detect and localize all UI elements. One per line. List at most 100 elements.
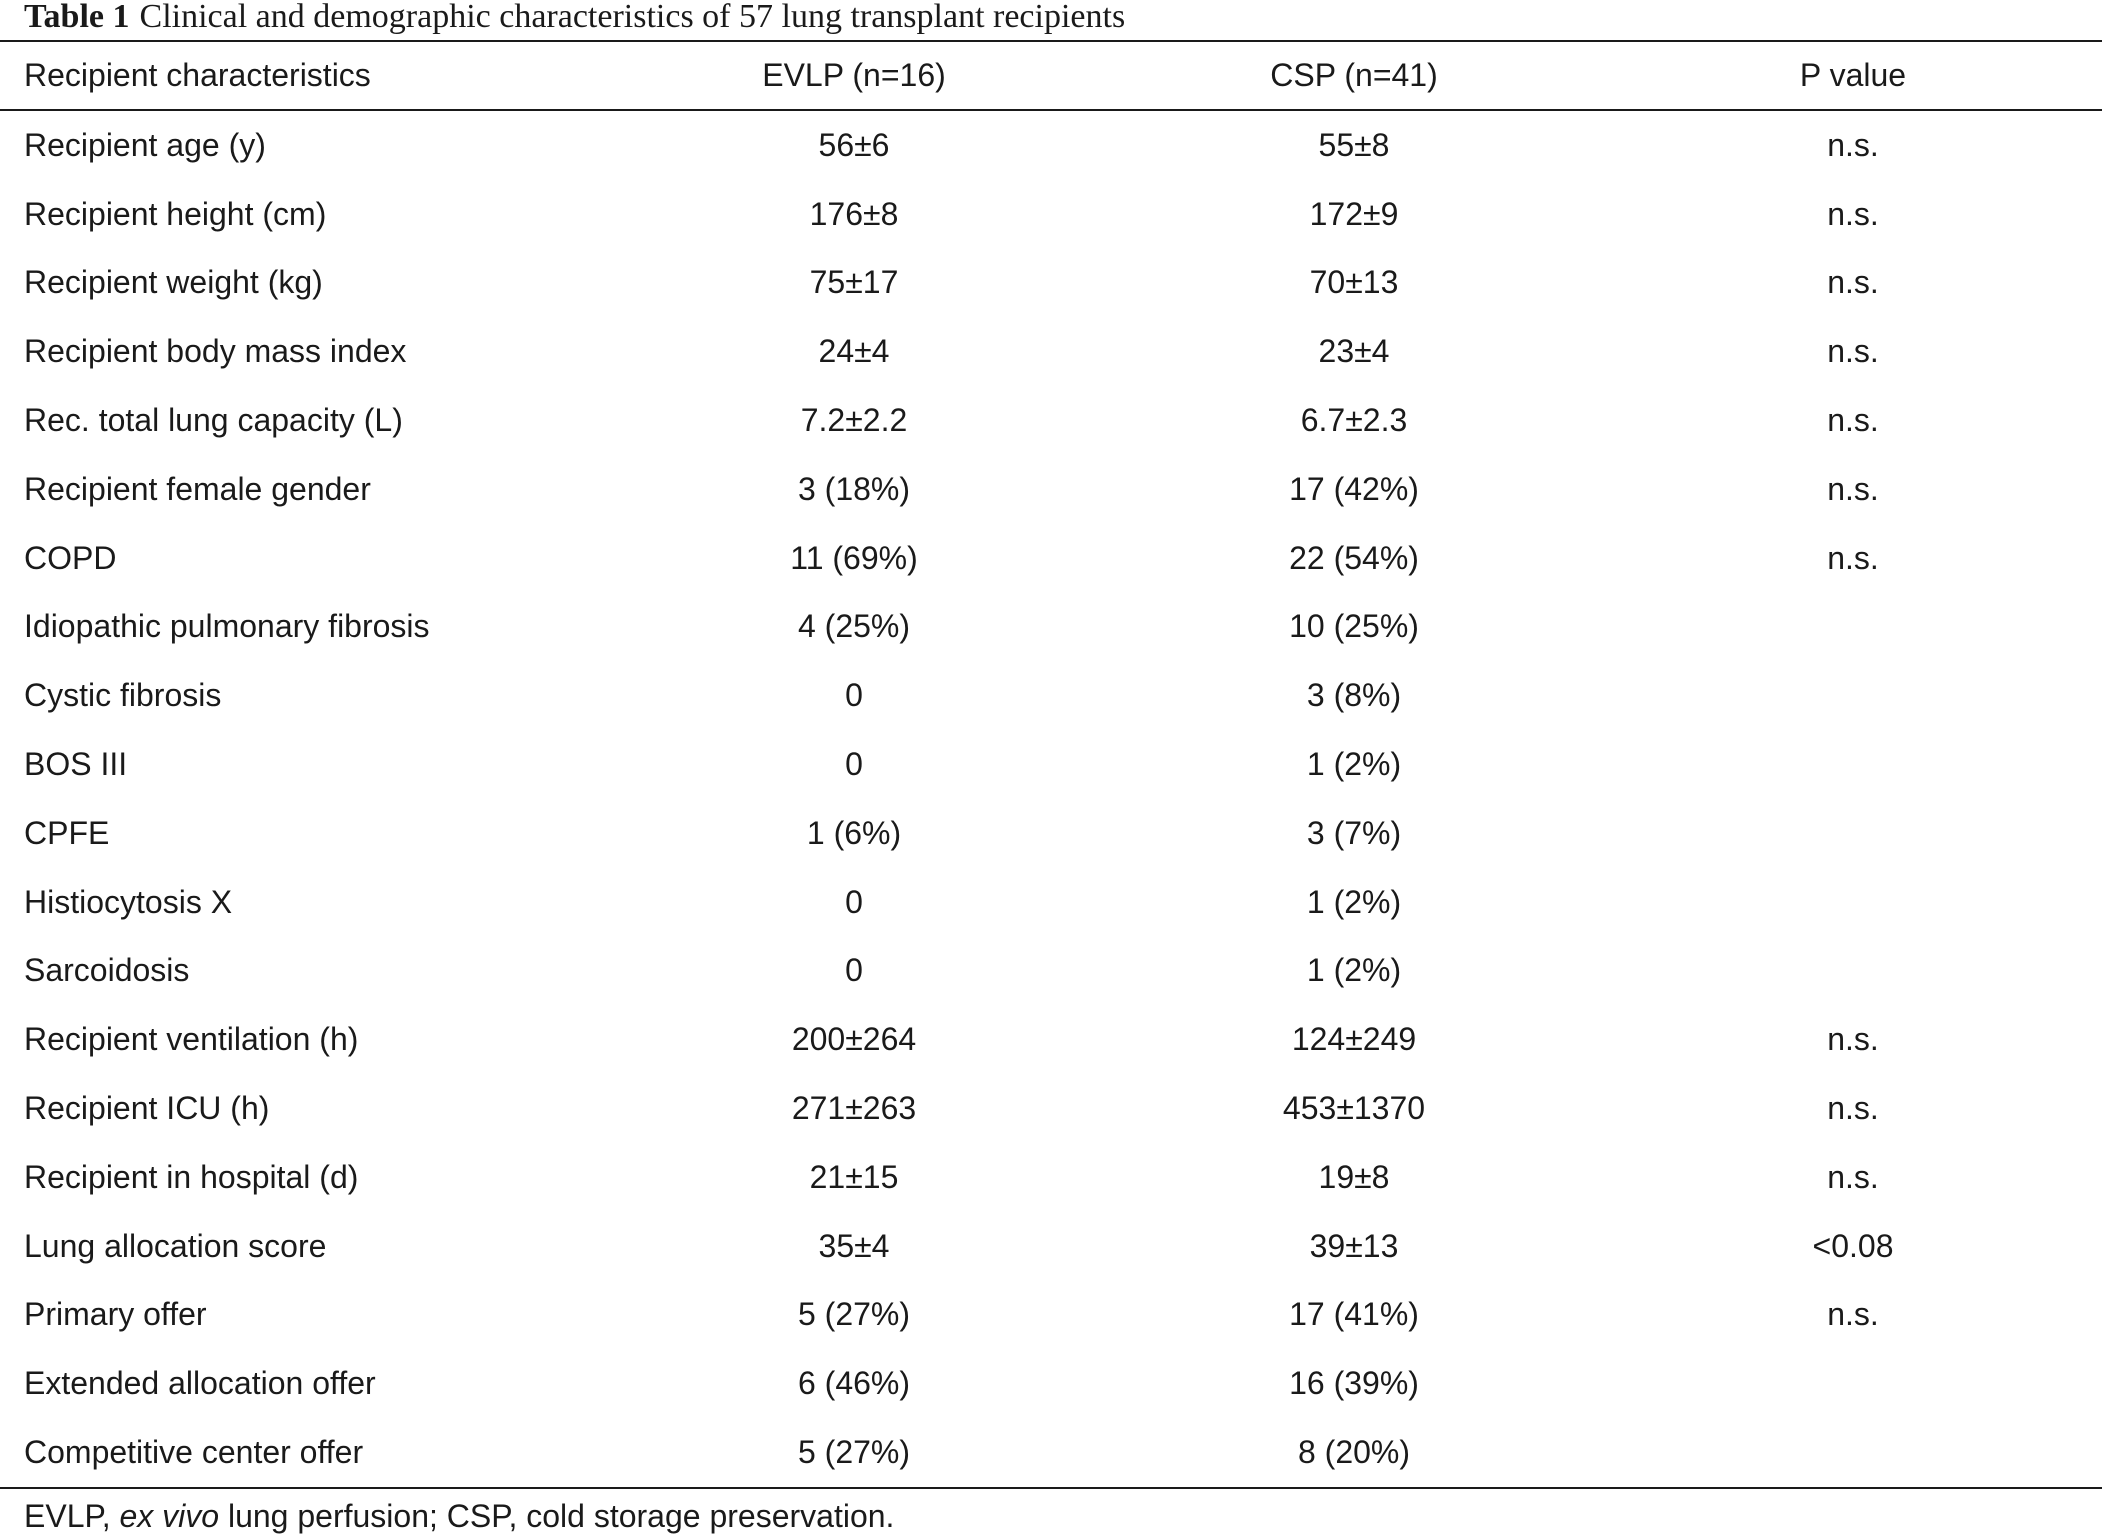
- cell-csp: 39±13: [1309, 1227, 1399, 1264]
- cell-characteristic: Competitive center offer: [24, 1434, 364, 1471]
- table-row: Rec. total lung capacity (L) 7.2±2.2 6.7±2…: [0, 386, 2102, 455]
- table-row: Idiopathic pulmonary fibrosis 4 (25%) 10 (…: [0, 593, 2102, 662]
- cell-csp: 3 (8%): [1306, 677, 1402, 714]
- table-row: CPFE 1 (6%) 3 (7%): [0, 799, 2102, 868]
- cell-csp: 1 (2%): [1306, 952, 1402, 989]
- cell-evlp: 21±15: [809, 1158, 899, 1195]
- table-row: Recipient age (y) 56±6 55±8 n.s.: [0, 111, 2102, 180]
- cell-evlp: 200±264: [791, 1021, 917, 1058]
- table-row: Extended allocation offer 6 (46%) 16 (39%): [0, 1349, 2102, 1418]
- table-row: Cystic fibrosis 0 3 (8%): [0, 661, 2102, 730]
- cell-evlp: 4 (25%): [797, 608, 911, 645]
- cell-csp: 3 (7%): [1306, 814, 1402, 851]
- cell-evlp: 0: [845, 677, 863, 714]
- cell-csp: 172±9: [1309, 195, 1399, 232]
- cell-characteristic: Recipient weight (kg): [24, 264, 323, 301]
- cell-csp: 1 (2%): [1306, 746, 1402, 783]
- cell-characteristic: Recipient ICU (h): [24, 1090, 270, 1127]
- cell-csp: 453±1370: [1282, 1090, 1426, 1127]
- cell-characteristic: BOS III: [24, 746, 128, 783]
- cell-characteristic: Sarcoidosis: [24, 952, 190, 989]
- cell-csp: 124±249: [1291, 1021, 1417, 1058]
- header-recipient-characteristics: Recipient characteristics: [24, 57, 371, 93]
- cell-p-value: [1604, 1418, 2102, 1487]
- cell-csp: 1 (2%): [1306, 883, 1402, 920]
- table-row: Histiocytosis X 0 1 (2%): [0, 868, 2102, 937]
- cell-evlp: 3 (18%): [797, 470, 911, 507]
- cell-csp: 70±13: [1309, 264, 1399, 301]
- cell-evlp: 271±263: [791, 1090, 917, 1127]
- cell-csp: 23±4: [1318, 333, 1390, 370]
- cell-csp: 19±8: [1318, 1158, 1390, 1195]
- cell-p-value: n.s.: [1827, 333, 1879, 370]
- cell-csp: 55±8: [1318, 126, 1390, 163]
- cell-characteristic: Recipient in hospital (d): [24, 1158, 359, 1195]
- cell-p-value: [1604, 730, 2102, 799]
- cell-p-value: [1604, 868, 2102, 937]
- cell-characteristic: Histiocytosis X: [24, 883, 233, 920]
- table-row: Recipient ICU (h) 271±263 453±1370 n.s.: [0, 1074, 2102, 1143]
- table-row: Sarcoidosis 0 1 (2%): [0, 937, 2102, 1006]
- characteristics-table-body: Recipient age (y) 56±6 55±8 n.s. Recipient h…: [0, 111, 2102, 1487]
- header-p-value: P value: [1799, 57, 1907, 93]
- table-row: Competitive center offer 5 (27%) 8 (20%): [0, 1418, 2102, 1487]
- cell-evlp: 176±8: [809, 195, 899, 232]
- cell-p-value: n.s.: [1827, 539, 1879, 576]
- cell-evlp: 0: [845, 952, 863, 989]
- footnote-text-2: lung perfusion; CSP, cold storage preser…: [219, 1498, 895, 1534]
- cell-p-value: n.s.: [1827, 402, 1879, 439]
- table-top-rule: [0, 40, 2102, 42]
- header-evlp: EVLP (n=16): [762, 57, 946, 93]
- characteristics-table: Recipient characteristics EVLP (n=16) CS…: [0, 42, 2102, 109]
- table-bottom-rule: [0, 1486, 2102, 1489]
- cell-p-value: <0.08: [1812, 1227, 1894, 1264]
- table-caption-label: Table 1: [24, 0, 130, 35]
- cell-evlp: 24±4: [818, 333, 890, 370]
- cell-characteristic: Recipient body mass index: [24, 333, 407, 370]
- cell-characteristic: Lung allocation score: [24, 1227, 327, 1264]
- cell-characteristic: Recipient age (y): [24, 126, 266, 163]
- cell-csp: 10 (25%): [1289, 608, 1419, 645]
- table-caption-title: Clinical and demographic characteristics…: [139, 0, 1126, 35]
- cell-evlp: 0: [845, 883, 863, 920]
- cell-evlp: 35±4: [818, 1227, 890, 1264]
- cell-evlp: 5 (27%): [797, 1434, 911, 1471]
- table-header-row: Recipient characteristics EVLP (n=16) CS…: [0, 42, 2102, 109]
- table-row: Recipient ventilation (h) 200±264 124±249 n…: [0, 1005, 2102, 1074]
- table-row: Recipient height (cm) 176±8 172±9 n.s.: [0, 180, 2102, 249]
- cell-evlp: 0: [845, 746, 863, 783]
- cell-csp: 16 (39%): [1289, 1365, 1419, 1402]
- cell-csp: 22 (54%): [1289, 539, 1419, 576]
- cell-characteristic: Rec. total lung capacity (L): [24, 402, 403, 439]
- cell-p-value: [1604, 937, 2102, 1006]
- cell-evlp: 56±6: [818, 126, 890, 163]
- table-header: Recipient characteristics EVLP (n=16) CS…: [0, 42, 2102, 109]
- table-body: Recipient age (y) 56±6 55±8 n.s. Recipient h…: [0, 111, 2102, 1487]
- cell-evlp: 5 (27%): [797, 1296, 911, 1333]
- cell-evlp: 7.2±2.2: [800, 402, 908, 439]
- cell-characteristic: Idiopathic pulmonary fibrosis: [24, 608, 430, 645]
- cell-csp: 8 (20%): [1297, 1434, 1411, 1471]
- table-header-rule: [0, 109, 2102, 111]
- cell-characteristic: Cystic fibrosis: [24, 677, 222, 714]
- cell-p-value: [1604, 593, 2102, 662]
- cell-p-value: n.s.: [1827, 1090, 1879, 1127]
- footnote-italic: ex vivo: [119, 1498, 220, 1534]
- cell-p-value: n.s.: [1827, 1021, 1879, 1058]
- table-row: Primary offer 5 (27%) 17 (41%) n.s.: [0, 1281, 2102, 1350]
- cell-p-value: [1604, 661, 2102, 730]
- cell-characteristic: CPFE: [24, 814, 110, 851]
- cell-p-value: n.s.: [1827, 1296, 1879, 1333]
- table-caption: Table 1 Clinical and demographic characte…: [24, 0, 1125, 36]
- cell-p-value: n.s.: [1827, 126, 1879, 163]
- cell-evlp: 1 (6%): [806, 814, 902, 851]
- cell-characteristic: COPD: [24, 539, 117, 576]
- cell-characteristic: Primary offer: [24, 1296, 207, 1333]
- cell-evlp: 75±17: [809, 264, 899, 301]
- cell-evlp: 11 (69%): [790, 539, 918, 576]
- cell-characteristic: Recipient height (cm): [24, 195, 327, 232]
- cell-p-value: n.s.: [1827, 1158, 1879, 1195]
- cell-evlp: 6 (46%): [797, 1365, 911, 1402]
- cell-csp: 17 (42%): [1289, 470, 1419, 507]
- cell-csp: 17 (41%): [1289, 1296, 1419, 1333]
